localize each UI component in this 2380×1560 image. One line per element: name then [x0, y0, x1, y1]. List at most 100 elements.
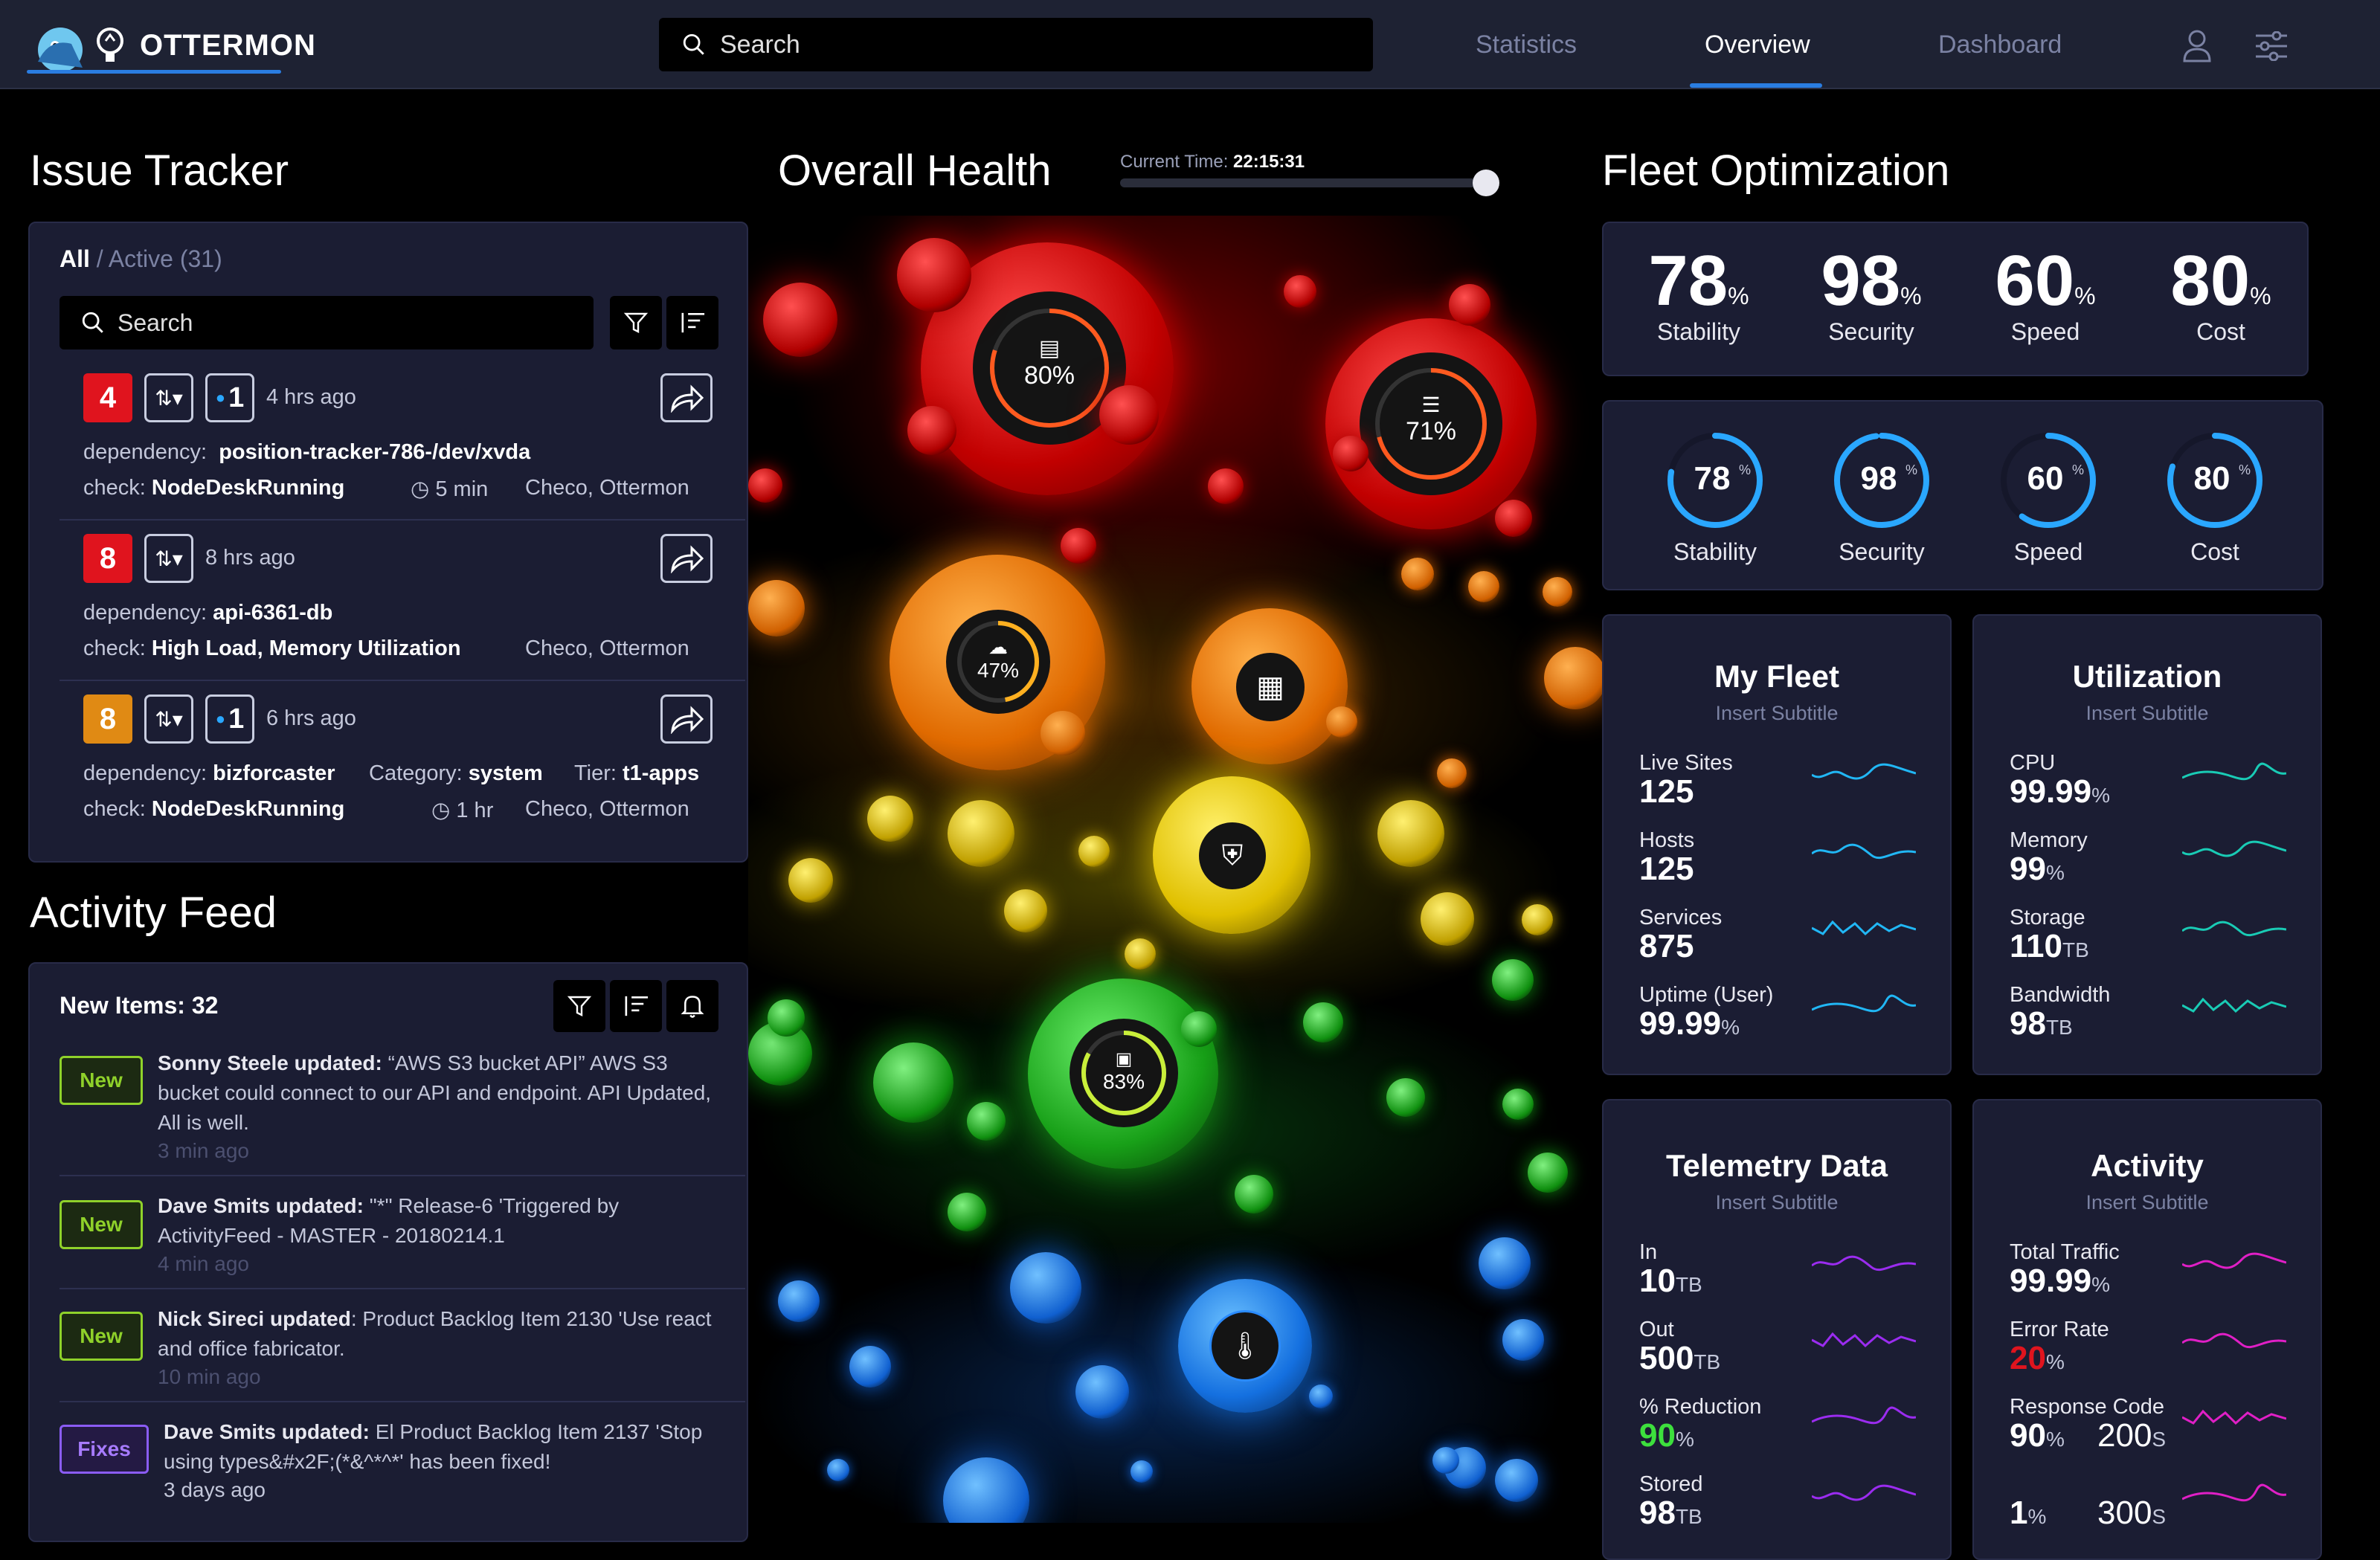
sparkline — [1812, 1484, 1916, 1501]
ring-label: Cost — [2190, 538, 2239, 565]
stat-unit: % — [1900, 283, 1922, 309]
small-health-bubble — [1479, 1237, 1531, 1289]
ring-value: 78 — [1694, 460, 1731, 497]
sparkline-path — [2182, 1409, 2286, 1425]
metric-value-secondary: 300S — [2097, 1495, 2166, 1532]
sparkline — [1812, 1255, 1916, 1271]
dot-icon: ● — [215, 709, 226, 728]
ring-unit: % — [1905, 462, 1917, 477]
sort-toggle-button[interactable]: ⇅▾ — [144, 694, 193, 744]
small-health-bubble — [827, 1459, 849, 1481]
feed-item-text[interactable]: Dave Smits updated: "*" Release-6 'Trigg… — [158, 1191, 723, 1251]
sparkline — [1812, 763, 1916, 780]
feed-notifications-button[interactable] — [666, 980, 718, 1032]
metric-label: Bandwidth — [2010, 983, 2111, 1007]
check-value: NodeDeskRunning — [151, 476, 345, 500]
nav-dashboard[interactable]: Dashboard — [1938, 30, 2062, 59]
fleet-stat-cost: 80% Cost — [2139, 244, 2303, 346]
fleet-ring: 98% — [1834, 433, 1929, 528]
small-health-bubble — [1377, 800, 1444, 867]
issue-filter-button[interactable] — [610, 296, 662, 349]
small-health-bubble — [1075, 1365, 1129, 1419]
nav-statistics[interactable]: Statistics — [1476, 30, 1577, 59]
stat-label: Speed — [2010, 318, 2080, 345]
small-health-bubble — [907, 406, 956, 455]
feed-author: Sonny Steele updated: — [158, 1051, 382, 1074]
card-subtitle: Insert Subtitle — [2085, 1191, 2209, 1213]
feed-tag: New — [60, 1056, 143, 1105]
share-icon — [671, 384, 704, 413]
feed-item-text[interactable]: Dave Smits updated: El Product Backlog I… — [164, 1417, 729, 1477]
dependency-value: api-6361-db — [213, 601, 333, 625]
activity-feed-panel: New Items: 32 New Sonny Steele updated: … — [28, 962, 748, 1542]
health-node-database[interactable]: ☰ 71% — [1360, 352, 1502, 495]
check-label: check: — [83, 636, 146, 660]
ring-progress — [1375, 368, 1487, 480]
feed-tag: New — [60, 1200, 143, 1249]
swap-icon: ⇅▾ — [155, 707, 183, 731]
small-health-bubble — [1181, 1011, 1217, 1047]
filter-all[interactable]: All — [60, 245, 90, 272]
sort-toggle-button[interactable]: ⇅▾ — [144, 373, 193, 422]
overall-health-title: Overall Health — [778, 146, 1052, 195]
my-fleet-card: My Fleet Insert Subtitle Live Sites 125 Ho… — [1602, 614, 1952, 1075]
nav-overview[interactable]: Overview — [1705, 30, 1810, 59]
dependency-label: dependency: — [83, 601, 208, 625]
metric-value: 110TB — [2010, 928, 2089, 965]
feed-item-text[interactable]: Sonny Steele updated: “AWS S3 bucket API… — [158, 1048, 723, 1138]
sort-toggle-button[interactable]: ⇅▾ — [144, 534, 193, 583]
share-button[interactable] — [660, 373, 713, 422]
search-icon — [82, 312, 103, 333]
app-logo[interactable]: OTTERMON — [27, 16, 316, 74]
app-name: OTTERMON — [140, 28, 316, 62]
feed-item-text[interactable]: Nick Sireci updated: Product Backlog Ite… — [158, 1304, 723, 1364]
feed-time: 10 min ago — [158, 1365, 261, 1388]
ring-progress — [1667, 433, 1763, 528]
metric-unit: % — [2045, 1428, 2065, 1451]
metric-label: Total Traffic — [2010, 1240, 2120, 1264]
health-node-apps[interactable]: ▦ — [1236, 653, 1305, 721]
small-health-bubble — [1099, 385, 1159, 445]
sort-icon — [625, 996, 649, 1016]
small-health-bubble — [748, 468, 782, 503]
user-icon[interactable] — [2175, 24, 2219, 68]
health-node-thermometer[interactable]: 🌡 — [1209, 1310, 1281, 1382]
ring-value: 98 — [1861, 460, 1897, 497]
issue-time: 6 hrs ago — [266, 706, 356, 730]
small-health-bubble — [873, 1042, 953, 1123]
issue-check: check: High Load, Memory Utilization — [83, 636, 461, 661]
health-node-cloud[interactable]: ☁ 47% — [946, 610, 1050, 714]
share-button[interactable] — [660, 534, 713, 583]
sparkline-path — [1812, 1332, 1916, 1348]
small-health-bubble — [943, 1457, 1029, 1523]
health-node-ux[interactable]: ▣ 83% — [1070, 1019, 1178, 1127]
feed-sort-button[interactable] — [610, 980, 662, 1032]
time-slider-track[interactable] — [1120, 178, 1488, 187]
glow-blue — [748, 1242, 1566, 1523]
small-health-bubble — [948, 800, 1014, 867]
issue-search-input[interactable]: Search — [60, 296, 594, 349]
global-search-input[interactable]: Search — [659, 18, 1373, 71]
issue-sort-button[interactable] — [666, 296, 718, 349]
sparkline — [2182, 840, 2286, 857]
small-health-bubble — [1235, 1175, 1273, 1213]
stat-value: 98 — [1821, 241, 1901, 320]
time-slider-handle[interactable] — [1473, 170, 1499, 196]
top-bar: OTTERMON Search Statistics Overview Dash… — [0, 0, 2380, 89]
fleet-ring: 78% — [1667, 433, 1763, 528]
ring-progress — [2001, 433, 2096, 528]
filter-active[interactable]: Active (31) — [108, 245, 222, 272]
issue-owners: Checo, Ottermon — [525, 476, 689, 500]
settings-sliders-icon[interactable] — [2249, 24, 2294, 68]
share-button[interactable] — [660, 694, 713, 744]
small-health-bubble — [849, 1346, 891, 1387]
metric-number: 20 — [2010, 1340, 2046, 1376]
feed-filter-button[interactable] — [553, 980, 605, 1032]
health-node-shield[interactable]: ⛨ — [1199, 822, 1266, 889]
small-health-bubble — [1449, 284, 1490, 326]
sparkline-path — [2182, 1332, 2286, 1349]
sparkline-path — [1812, 920, 1916, 936]
sparkline — [2182, 997, 2286, 1013]
card-subtitle: Insert Subtitle — [1715, 702, 1839, 724]
metric-label: Uptime (User) — [1639, 983, 1774, 1007]
